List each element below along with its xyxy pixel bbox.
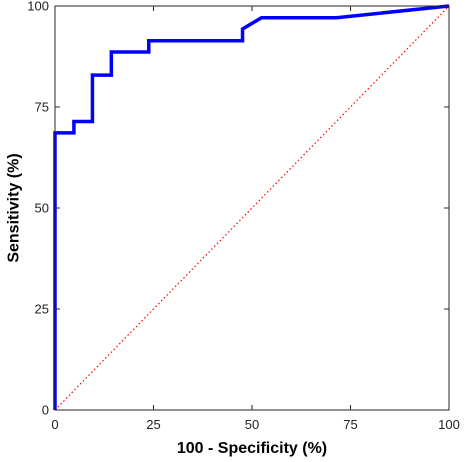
- x-tick-label: 100: [438, 417, 460, 432]
- x-tick-label: 25: [146, 417, 160, 432]
- y-tick-label: 25: [35, 302, 49, 317]
- y-tick-label: 0: [42, 403, 49, 418]
- y-axis-label: Sensitivity (%): [6, 153, 23, 262]
- axis-ticks: 0 25 50 75 100 0 25 50 75 100: [27, 0, 460, 432]
- reference-diagonal-line: [54, 5, 450, 411]
- x-tick-label: 75: [343, 417, 357, 432]
- x-tick-label: 0: [51, 417, 58, 432]
- plot-area: [53, 4, 450, 411]
- y-tick-label: 75: [35, 100, 49, 115]
- x-axis-label: 100 - Specificity (%): [177, 440, 327, 457]
- roc-curve-line: [53, 4, 450, 410]
- x-tick-label: 50: [245, 417, 259, 432]
- y-tick-label: 50: [35, 201, 49, 216]
- y-tick-label: 100: [27, 0, 49, 14]
- axes-box: [54, 5, 450, 411]
